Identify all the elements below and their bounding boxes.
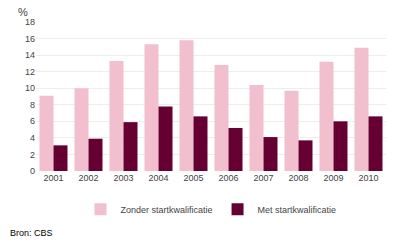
svg-text:8: 8 — [30, 100, 35, 110]
svg-text:2006: 2006 — [218, 173, 238, 183]
svg-text:4: 4 — [30, 133, 35, 143]
svg-text:Met startkwalificatie: Met startkwalificatie — [258, 205, 337, 215]
svg-text:10: 10 — [25, 83, 35, 93]
svg-text:2005: 2005 — [183, 173, 203, 183]
svg-text:Bron: CBS: Bron: CBS — [10, 228, 53, 238]
svg-text:%: % — [18, 6, 28, 18]
svg-text:18: 18 — [25, 17, 35, 27]
svg-text:16: 16 — [25, 34, 35, 44]
svg-text:2004: 2004 — [148, 173, 168, 183]
svg-text:2010: 2010 — [358, 173, 378, 183]
svg-text:2002: 2002 — [78, 173, 98, 183]
svg-text:Zonder startkwalificatie: Zonder startkwalificatie — [121, 205, 213, 215]
svg-text:12: 12 — [25, 67, 35, 77]
svg-text:14: 14 — [25, 50, 35, 60]
svg-text:2003: 2003 — [113, 173, 133, 183]
svg-text:2007: 2007 — [253, 173, 273, 183]
svg-text:6: 6 — [30, 116, 35, 126]
svg-text:2: 2 — [30, 150, 35, 160]
svg-text:2008: 2008 — [288, 173, 308, 183]
svg-text:0: 0 — [30, 166, 35, 176]
svg-text:2001: 2001 — [43, 173, 63, 183]
svg-text:2009: 2009 — [323, 173, 343, 183]
